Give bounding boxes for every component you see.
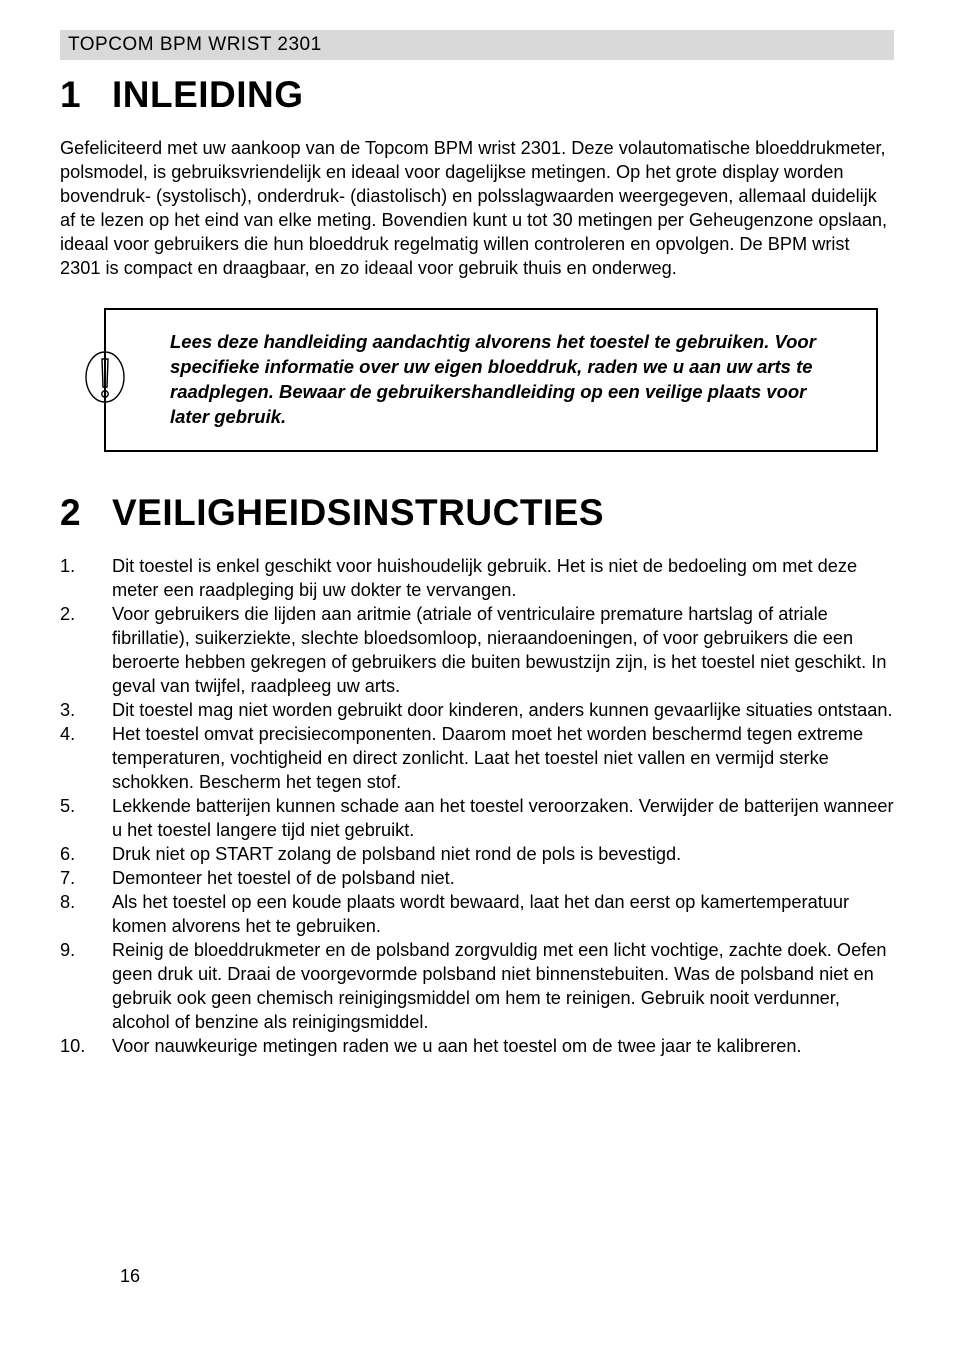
list-item: 2.Voor gebruikers die lijden aan aritmie… (60, 602, 894, 698)
item-text: Als het toestel op een koude plaats word… (112, 890, 894, 938)
item-text: Reinig de bloeddrukmeter en de polsband … (112, 938, 894, 1034)
item-text: Demonteer het toestel of de polsband nie… (112, 866, 894, 890)
item-text: Dit toestel is enkel geschikt voor huish… (112, 554, 894, 602)
list-item: 7.Demonteer het toestel of de polsband n… (60, 866, 894, 890)
item-number: 5. (60, 794, 112, 842)
section-2-heading: 2 VEILIGHEIDSINSTRUCTIES (60, 492, 894, 534)
item-number: 3. (60, 698, 112, 722)
item-text: Het toestel omvat precisiecomponenten. D… (112, 722, 894, 794)
note-text: Lees deze handleiding aandachtig alvoren… (170, 330, 840, 430)
item-number: 1. (60, 554, 112, 602)
item-number: 4. (60, 722, 112, 794)
list-item: 5.Lekkende batterijen kunnen schade aan … (60, 794, 894, 842)
item-text: Dit toestel mag niet worden gebruikt doo… (112, 698, 894, 722)
list-item: 1.Dit toestel is enkel geschikt voor hui… (60, 554, 894, 602)
item-number: 10. (60, 1034, 112, 1058)
page: TOPCOM BPM WRIST 2301 1 INLEIDING Gefeli… (60, 30, 894, 1321)
item-number: 6. (60, 842, 112, 866)
note-box: Lees deze handleiding aandachtig alvoren… (104, 308, 878, 452)
list-item: 10.Voor nauwkeurige metingen raden we u … (60, 1034, 894, 1058)
list-item: 9.Reinig de bloeddrukmeter en de polsban… (60, 938, 894, 1034)
instruction-list: 1.Dit toestel is enkel geschikt voor hui… (60, 554, 894, 1058)
section-2-number: 2 (60, 492, 112, 534)
section-1-heading: 1 INLEIDING (60, 74, 894, 116)
item-number: 9. (60, 938, 112, 1034)
section-1-number: 1 (60, 74, 112, 116)
note-block: Lees deze handleiding aandachtig alvoren… (76, 308, 878, 452)
list-item: 6.Druk niet op START zolang de polsband … (60, 842, 894, 866)
product-name: TOPCOM BPM WRIST 2301 (68, 34, 322, 55)
item-number: 7. (60, 866, 112, 890)
section-1-title: INLEIDING (112, 74, 304, 116)
header-bar: TOPCOM BPM WRIST 2301 (60, 30, 894, 60)
item-text: Lekkende batterijen kunnen schade aan he… (112, 794, 894, 842)
list-item: 8.Als het toestel op een koude plaats wo… (60, 890, 894, 938)
section-2-title: VEILIGHEIDSINSTRUCTIES (112, 492, 604, 534)
list-item: 3.Dit toestel mag niet worden gebruikt d… (60, 698, 894, 722)
section-1-intro: Gefeliciteerd met uw aankoop van de Topc… (60, 136, 894, 280)
item-text: Druk niet op START zolang de polsband ni… (112, 842, 894, 866)
item-number: 8. (60, 890, 112, 938)
item-number: 2. (60, 602, 112, 698)
item-text: Voor nauwkeurige metingen raden we u aan… (112, 1034, 894, 1058)
list-item: 4.Het toestel omvat precisiecomponenten.… (60, 722, 894, 794)
item-text: Voor gebruikers die lijden aan aritmie (… (112, 602, 894, 698)
page-number: 16 (120, 1266, 140, 1287)
